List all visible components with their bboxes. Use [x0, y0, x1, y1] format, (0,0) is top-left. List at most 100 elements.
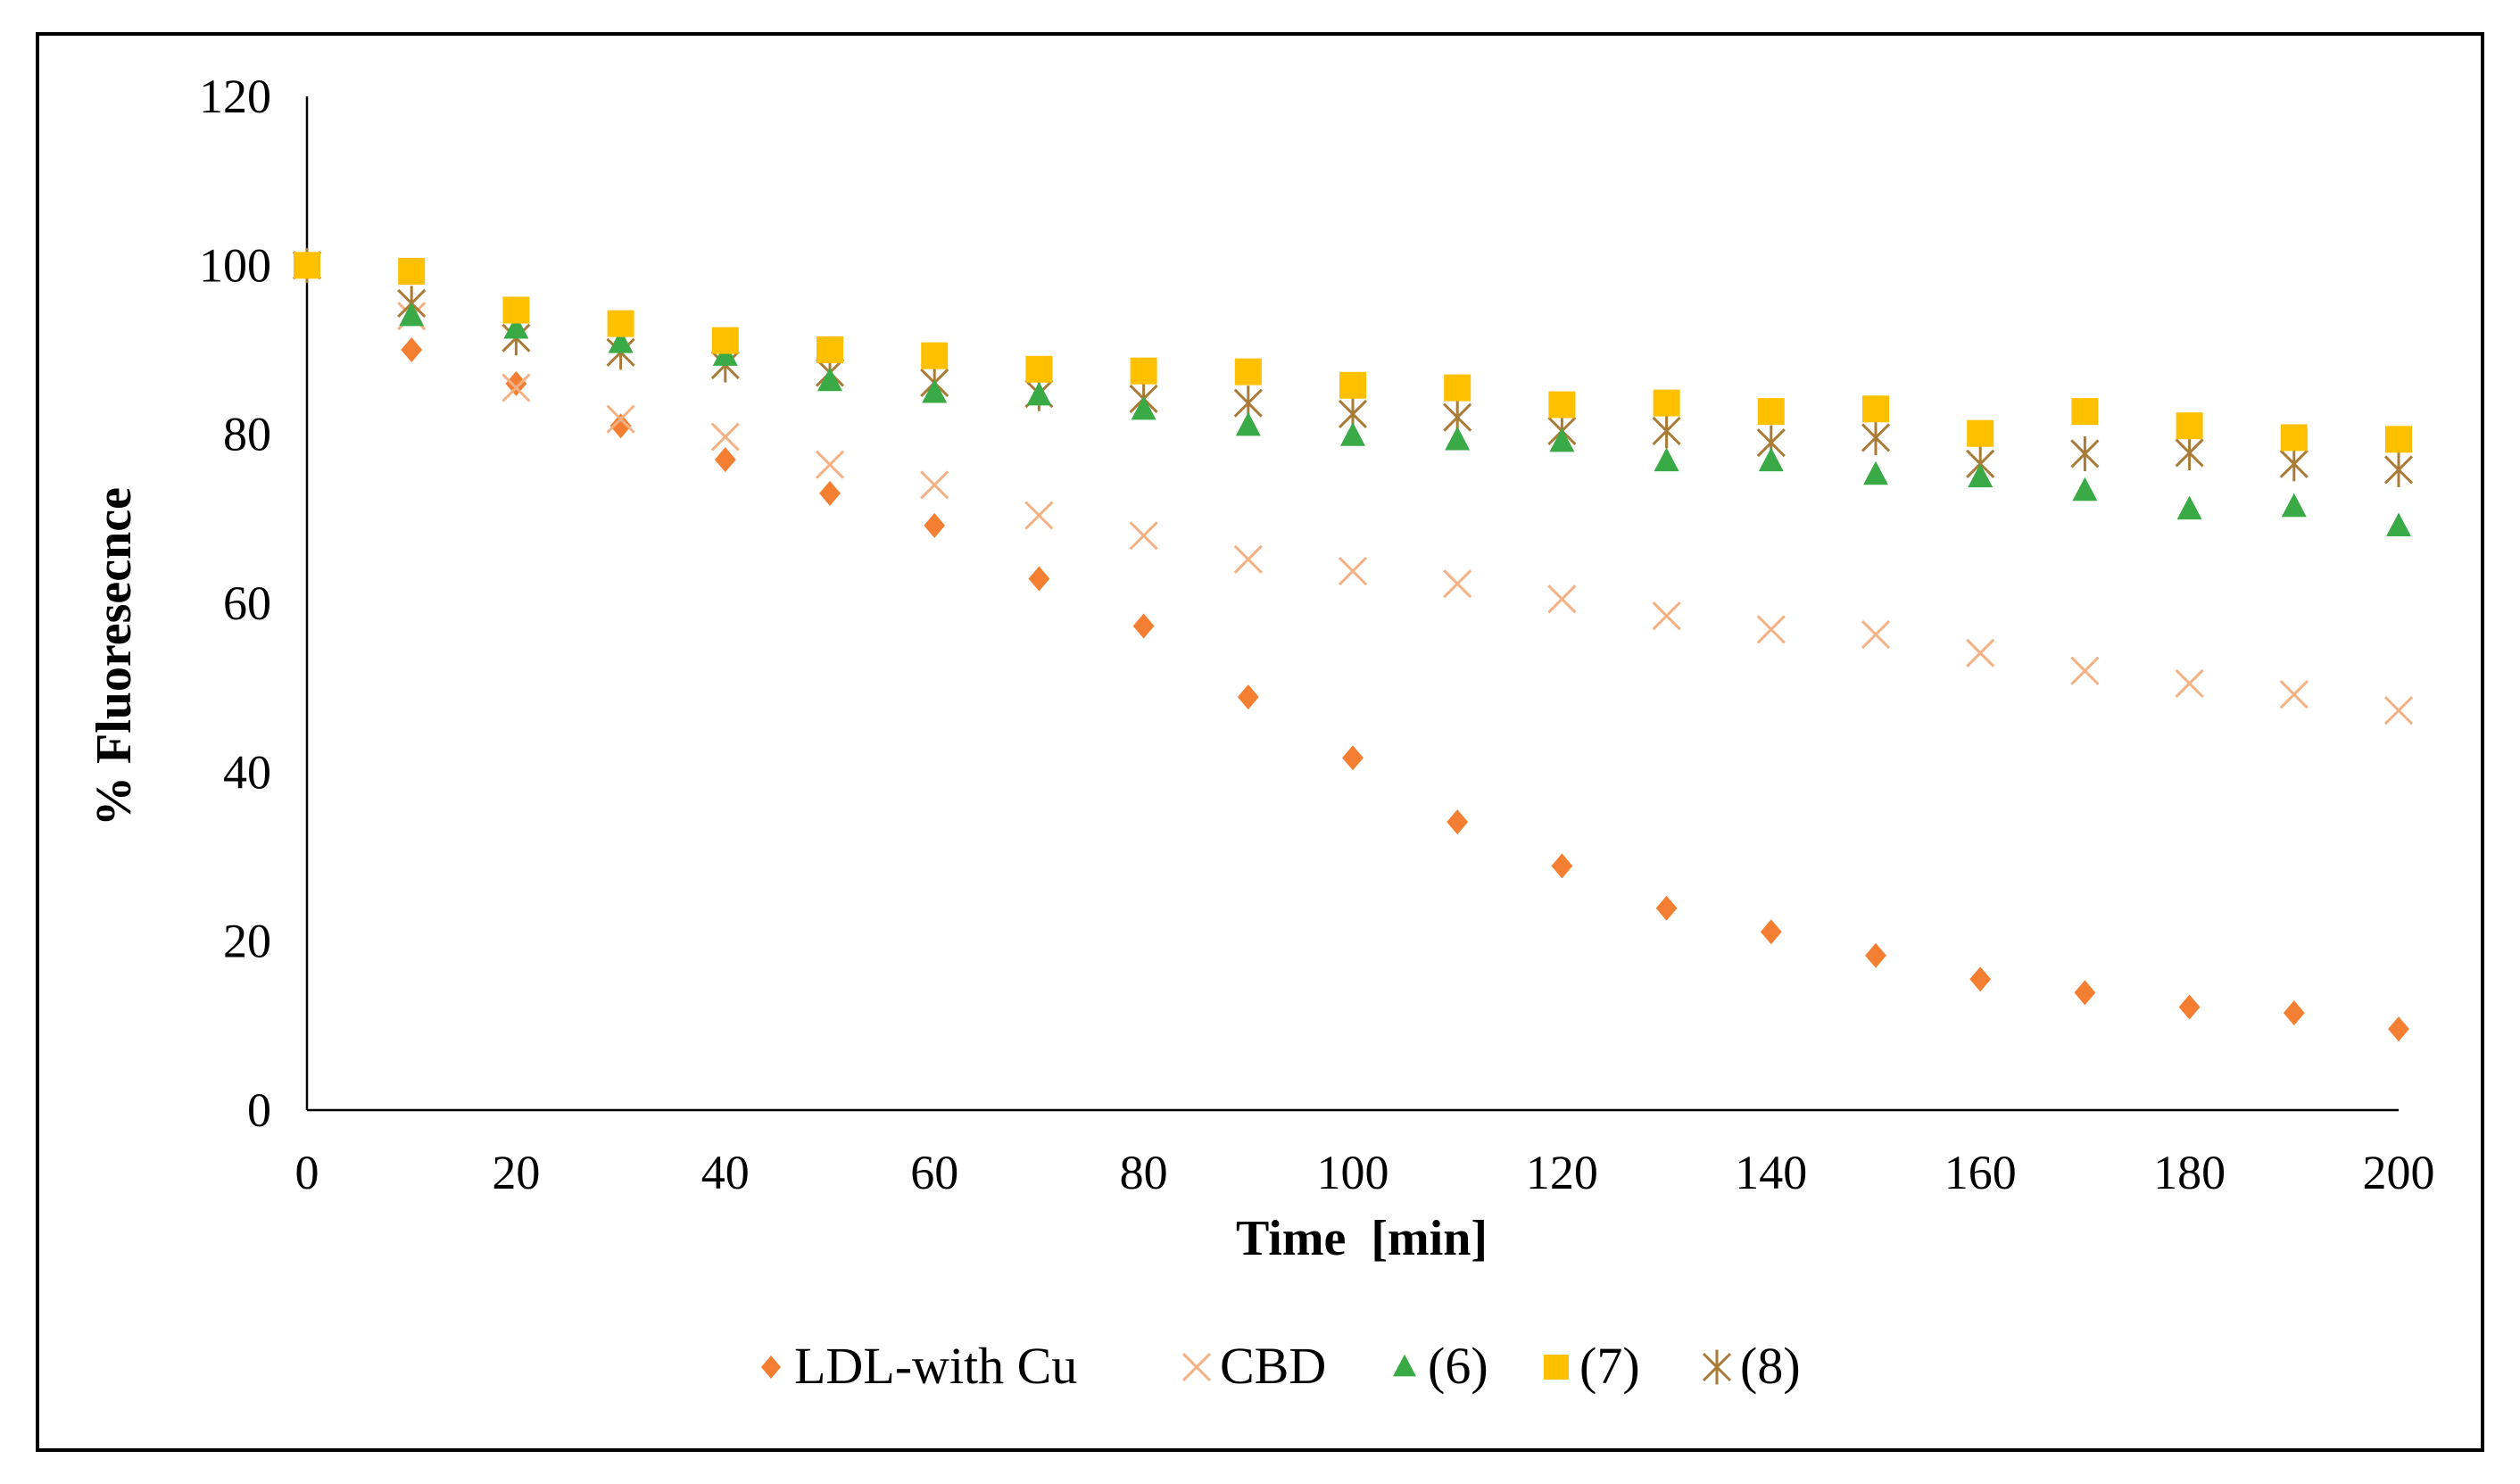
x-tick-label: 120 — [1526, 1146, 1598, 1199]
data-point — [924, 512, 946, 538]
data-point — [1547, 584, 1577, 614]
data-point — [819, 480, 841, 506]
data-point — [921, 342, 949, 369]
data-point — [505, 370, 527, 396]
data-point — [2283, 1000, 2305, 1026]
legend-label: (7) — [1579, 1337, 1640, 1395]
data-point — [1445, 426, 1471, 451]
data-point — [502, 296, 530, 324]
data-point — [294, 252, 320, 279]
data-point — [1861, 419, 1891, 455]
x-tick-label: 160 — [1944, 1146, 2017, 1199]
data-point — [1655, 895, 1678, 921]
data-point — [2071, 398, 2099, 426]
data-point — [1443, 569, 1472, 599]
data-point — [2175, 435, 2204, 470]
legend-marker — [1544, 1355, 1569, 1380]
data-point — [1447, 809, 1469, 835]
data-point — [398, 257, 426, 285]
data-point — [1340, 422, 1365, 446]
data-point — [2279, 446, 2309, 482]
data-point — [2072, 477, 2098, 502]
legend-label: CBD — [1220, 1337, 1326, 1395]
data-point — [1132, 613, 1155, 639]
data-point — [1025, 355, 1053, 383]
data-point — [1758, 447, 1784, 472]
data-point — [1338, 556, 1368, 586]
x-tick-label: 0 — [295, 1146, 319, 1199]
data-point — [503, 314, 529, 339]
data-point — [1548, 391, 1576, 419]
data-point — [2383, 452, 2414, 487]
data-point — [711, 327, 739, 354]
data-point — [1129, 521, 1158, 551]
data-point — [609, 413, 632, 439]
data-point — [2176, 412, 2203, 440]
data-point — [815, 450, 845, 479]
series-0 — [296, 253, 2409, 1042]
data-point — [2074, 980, 2096, 1006]
series-3 — [294, 252, 2412, 453]
y-tick-label: 40 — [223, 745, 271, 799]
legend-marker — [1393, 1354, 1416, 1377]
y-tick-label: 80 — [223, 408, 271, 461]
data-point — [1654, 447, 1679, 472]
data-point — [1865, 942, 1886, 968]
legend-marker — [760, 1355, 782, 1379]
data-point — [607, 310, 634, 337]
x-tick-label: 60 — [910, 1146, 958, 1199]
legend-marker — [1702, 1349, 1732, 1385]
data-point — [1652, 413, 1681, 449]
x-tick-label: 40 — [701, 1146, 750, 1199]
data-point — [922, 378, 948, 403]
data-point — [1549, 427, 1575, 452]
series-4 — [292, 247, 2414, 487]
data-point — [817, 336, 843, 363]
data-point — [1339, 371, 1366, 399]
data-point — [502, 373, 531, 402]
data-point — [608, 329, 634, 353]
data-point — [1760, 919, 1782, 945]
data-point — [2280, 424, 2308, 452]
chart-svg: 0 20 40 60 80 100 120 0 20 40 60 80 100 120 140 160 180 2… — [87, 70, 2435, 1395]
data-point — [1652, 601, 1681, 631]
legend: LDL-with Cu CBD (6) (7) (8) — [760, 1337, 1801, 1395]
x-tick-label: 100 — [1317, 1146, 1389, 1199]
data-point — [2279, 680, 2309, 709]
legend-marker — [1181, 1352, 1212, 1382]
data-point — [2281, 493, 2307, 518]
x-tick-label: 200 — [2363, 1146, 2435, 1199]
data-point — [2388, 1016, 2409, 1042]
x-tick-label: 20 — [492, 1146, 540, 1199]
data-point — [1342, 745, 1364, 771]
data-point — [1444, 374, 1471, 402]
y-tick-label: 120 — [199, 70, 271, 123]
chart-figure: 0 20 40 60 80 100 120 0 20 40 60 80 100 120 140 160 180 2… — [36, 32, 2484, 1452]
data-point — [401, 337, 423, 362]
data-point — [1028, 566, 1050, 592]
y-tick-label: 0 — [247, 1083, 271, 1137]
data-point — [606, 404, 635, 434]
data-point — [1862, 395, 1889, 423]
data-point — [817, 367, 842, 392]
data-point — [1551, 853, 1573, 879]
legend-label: (8) — [1740, 1337, 1801, 1395]
data-point — [1237, 684, 1259, 710]
y-tick-label: 20 — [223, 915, 271, 968]
data-point — [710, 422, 740, 452]
data-point — [2385, 426, 2412, 453]
x-tick-label: 80 — [1120, 1146, 1168, 1199]
data-point — [1968, 463, 1994, 488]
data-point — [1131, 395, 1156, 420]
data-point — [1235, 411, 1261, 436]
data-point — [1234, 358, 1262, 386]
data-point — [2386, 512, 2411, 537]
data-point — [1756, 615, 1786, 644]
x-tick-label: 140 — [1735, 1146, 1807, 1199]
data-point — [1966, 638, 1995, 667]
legend-label: LDL-with Cu — [794, 1337, 1077, 1395]
data-point — [1967, 419, 1994, 447]
data-point — [1863, 460, 1888, 485]
data-point — [1861, 619, 1891, 650]
data-point — [2070, 435, 2100, 471]
